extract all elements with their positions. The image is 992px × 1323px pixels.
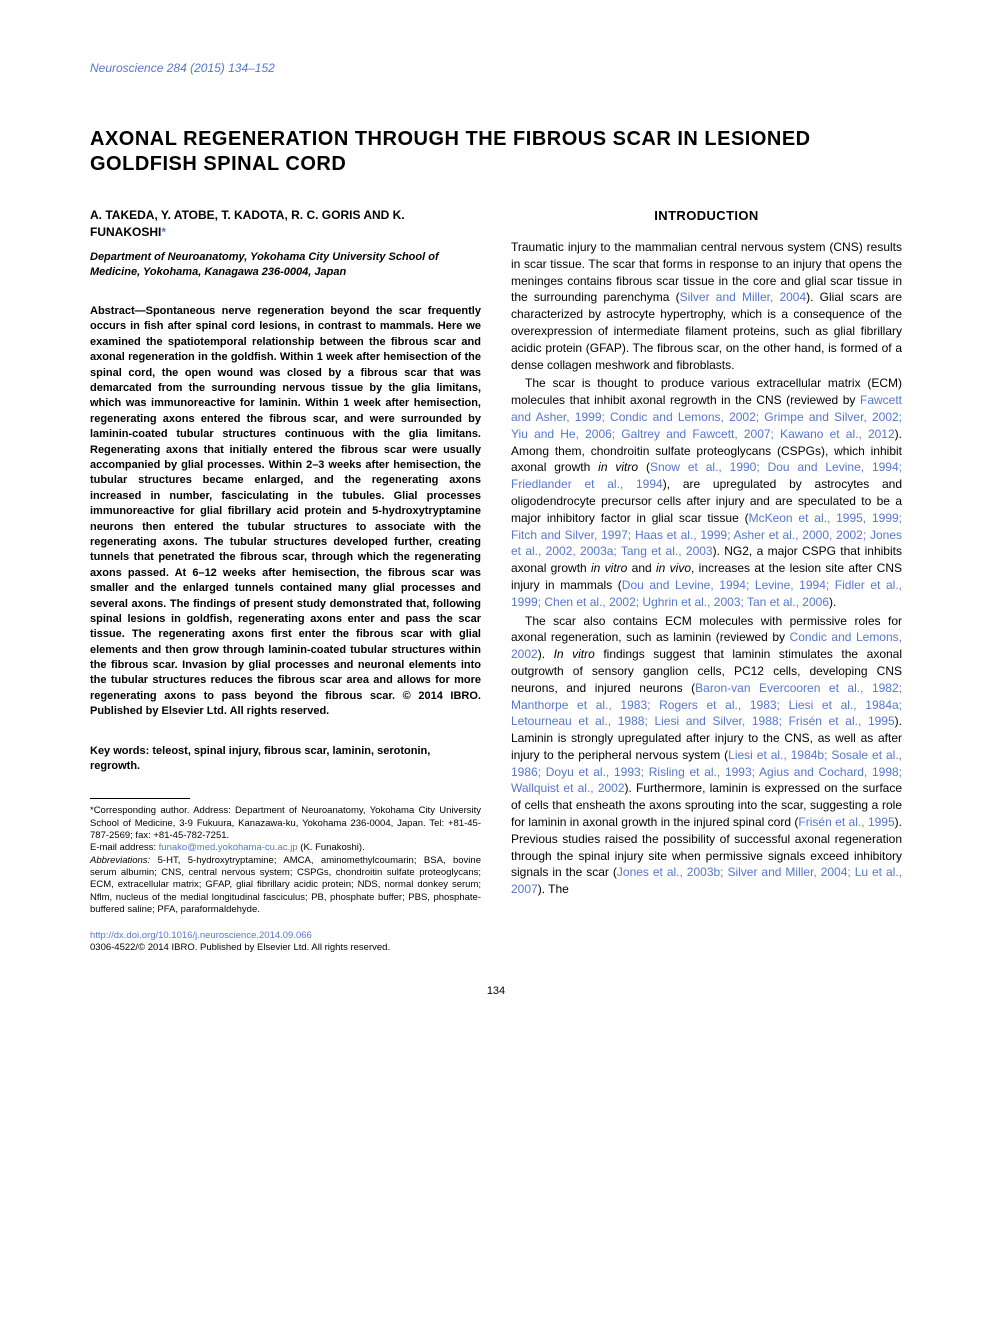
italic-term: in vitro <box>598 460 638 474</box>
journal-citation: Neuroscience 284 (2015) 134–152 <box>90 60 902 77</box>
intro-para-1: Traumatic injury to the mammalian centra… <box>511 239 902 373</box>
footnote-rule <box>90 798 190 799</box>
page-number: 134 <box>90 984 902 999</box>
italic-term: in vivo <box>656 561 691 575</box>
journal-vol: 284 (2015) 134–152 <box>167 61 275 75</box>
doi-link[interactable]: http://dx.doi.org/10.1016/j.neuroscience… <box>90 930 312 941</box>
abstract: Abstract—Spontaneous nerve regeneration … <box>90 304 481 720</box>
corresponding-star-icon: * <box>161 225 166 239</box>
email-label: E-mail address: <box>90 842 159 853</box>
authors-list: A. TAKEDA, Y. ATOBE, T. KADOTA, R. C. GO… <box>90 208 405 239</box>
right-column: INTRODUCTION Traumatic injury to the mam… <box>511 207 902 954</box>
email-line: E-mail address: funako@med.yokohama-cu.a… <box>90 842 481 854</box>
citation[interactable]: Frisén et al., 1995 <box>798 815 894 829</box>
doi-line: http://dx.doi.org/10.1016/j.neuroscience… <box>90 929 481 942</box>
p2-text-h: ). <box>829 595 836 609</box>
article-title: AXONAL REGENERATION THROUGH THE FIBROUS … <box>90 127 902 177</box>
p2-text-f: and <box>627 561 656 575</box>
abstract-body: Spontaneous nerve regeneration beyond th… <box>90 305 481 717</box>
footnote-block: *Corresponding author. Address: Departme… <box>90 805 481 916</box>
italic-term: in vitro <box>591 561 627 575</box>
abstract-label: Abstract— <box>90 305 146 317</box>
keywords-label: Key words: <box>90 745 149 757</box>
two-column-layout: A. TAKEDA, Y. ATOBE, T. KADOTA, R. C. GO… <box>90 207 902 954</box>
p3-text-b: ). <box>538 647 554 661</box>
italic-term: In vitro <box>554 647 595 661</box>
p2-text-a: The scar is thought to produce various e… <box>511 376 902 407</box>
intro-para-2: The scar is thought to produce various e… <box>511 375 902 610</box>
p2-text-c: ( <box>638 460 650 474</box>
abbreviations: Abbreviations: 5-HT, 5-hydroxytryptamine… <box>90 855 481 917</box>
authors: A. TAKEDA, Y. ATOBE, T. KADOTA, R. C. GO… <box>90 207 481 241</box>
journal-name: Neuroscience <box>90 61 163 75</box>
keywords: Key words: teleost, spinal injury, fibro… <box>90 744 481 775</box>
p3-text-g: ). The <box>538 882 569 896</box>
intro-para-3: The scar also contains ECM molecules wit… <box>511 613 902 899</box>
issn-copyright: 0306-4522/© 2014 IBRO. Published by Else… <box>90 942 481 954</box>
introduction-heading: INTRODUCTION <box>511 207 902 225</box>
left-column: A. TAKEDA, Y. ATOBE, T. KADOTA, R. C. GO… <box>90 207 481 954</box>
corresponding-author-note: *Corresponding author. Address: Departme… <box>90 805 481 842</box>
affiliation: Department of Neuroanatomy, Yokohama Cit… <box>90 250 481 280</box>
email-address[interactable]: funako@med.yokohama-cu.ac.jp <box>159 842 298 853</box>
citation[interactable]: Silver and Miller, 2004 <box>680 290 807 304</box>
abbrev-label: Abbreviations: <box>90 855 150 866</box>
email-who: (K. Funakoshi). <box>298 842 365 853</box>
